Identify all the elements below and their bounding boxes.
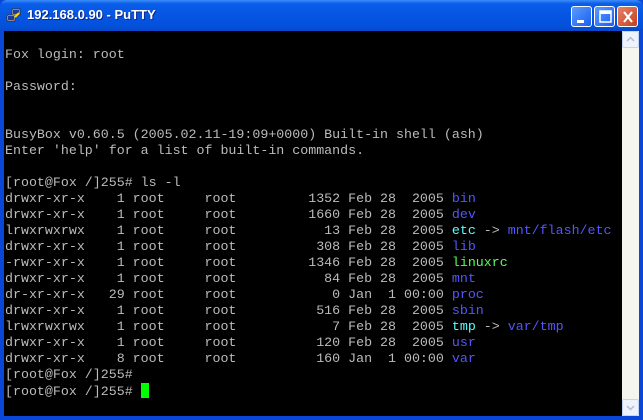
terminal-text: Fox login: root [5, 47, 125, 62]
maximize-button[interactable] [594, 6, 615, 27]
terminal-text: -> [475, 223, 508, 238]
terminal-text: drwxr-xr-x 1 root root 1352 Feb 28 2005 [5, 191, 452, 206]
terminal-line: drwxr-xr-x 1 root root 516 Feb 28 2005 s… [5, 303, 484, 319]
terminal-text: -rwxr-xr-x 1 root root 1346 Feb 28 2005 [5, 255, 452, 270]
terminal-line: drwxr-xr-x 8 root root 160 Jan 1 00:00 v… [5, 351, 476, 367]
terminal-cursor [140, 383, 149, 398]
terminal-text: -> [475, 319, 508, 334]
terminal-screen[interactable]: Fox login: root Password: BusyBox v0.60.5 … [4, 31, 622, 416]
file-name-dir: sbin [451, 303, 484, 318]
title-bar[interactable]: 192.168.0.90 - PuTTY [0, 0, 643, 31]
terminal-line: lrwxrwxrwx 1 root root 7 Feb 28 2005 tmp… [5, 319, 564, 335]
terminal-line: lrwxrwxrwx 1 root root 13 Feb 28 2005 et… [5, 223, 611, 239]
terminal-text: lrwxrwxrwx 1 root root 7 Feb 28 2005 [5, 319, 452, 334]
terminal-text: BusyBox v0.60.5 (2005.02.11-19:09+0000) … [5, 127, 484, 142]
terminal-line: -rwxr-xr-x 1 root root 1346 Feb 28 2005 … [5, 255, 508, 271]
terminal-line: [root@Fox /]255# ls -l [5, 175, 181, 191]
minimize-button[interactable] [571, 6, 592, 27]
terminal-text: [root@Fox /]255# [5, 384, 141, 399]
file-name-dir: bin [451, 191, 476, 206]
terminal-line: [root@Fox /]255# [5, 367, 133, 383]
minimize-icon [577, 20, 584, 23]
scroll-down-button[interactable] [622, 399, 639, 416]
file-name-dir: var [451, 351, 476, 366]
terminal-text: drwxr-xr-x 1 root root 120 Feb 28 2005 [5, 335, 452, 350]
scroll-up-button[interactable] [622, 31, 639, 48]
terminal-line: drwxr-xr-x 1 root root 84 Feb 28 2005 mn… [5, 271, 476, 287]
maximize-icon [599, 10, 612, 23]
terminal-text: drwxr-xr-x 1 root root 516 Feb 28 2005 [5, 303, 452, 318]
vertical-scrollbar[interactable] [622, 31, 639, 416]
terminal-text: drwxr-xr-x 1 root root 308 Feb 28 2005 [5, 239, 452, 254]
terminal-line: Fox login: root [5, 47, 125, 63]
close-button[interactable] [617, 6, 638, 27]
chevron-up-icon [626, 36, 635, 42]
chevron-down-icon [626, 405, 635, 411]
terminal-text: [root@Fox /]255# ls -l [5, 175, 181, 190]
terminal-text: lrwxrwxrwx 1 root root 13 Feb 28 2005 [5, 223, 452, 238]
terminal-line: Enter 'help' for a list of built-in comm… [5, 143, 364, 159]
terminal-text: Enter 'help' for a list of built-in comm… [5, 143, 365, 158]
file-name-link: etc [451, 223, 476, 238]
terminal-line: drwxr-xr-x 1 root root 308 Feb 28 2005 l… [5, 239, 476, 255]
terminal-line: Password: [5, 79, 77, 95]
terminal-text: dr-xr-xr-x 29 root root 0 Jan 1 00:00 [5, 287, 452, 302]
file-name-dir: lib [451, 239, 476, 254]
file-name-dir: dev [451, 207, 476, 222]
terminal-text: Password: [5, 79, 77, 94]
file-name-dir: mnt/flash/etc [507, 223, 612, 238]
terminal-line: [root@Fox /]255# [5, 383, 149, 399]
putty-icon [6, 8, 21, 22]
terminal-line: drwxr-xr-x 1 root root 120 Feb 28 2005 u… [5, 335, 476, 351]
file-name-dir: mnt [451, 271, 476, 286]
terminal-text: drwxr-xr-x 8 root root 160 Jan 1 00:00 [5, 351, 452, 366]
terminal-text: drwxr-xr-x 1 root root 84 Feb 28 2005 [5, 271, 452, 286]
terminal-line: drwxr-xr-x 1 root root 1352 Feb 28 2005 … [5, 191, 476, 207]
file-name-exec: linuxrc [451, 255, 508, 270]
terminal-line: dr-xr-xr-x 29 root root 0 Jan 1 00:00 pr… [5, 287, 484, 303]
file-name-dir: proc [451, 287, 484, 302]
terminal-line: drwxr-xr-x 1 root root 1660 Feb 28 2005 … [5, 207, 476, 223]
file-name-dir: usr [451, 335, 476, 350]
close-icon [623, 11, 633, 23]
file-name-link: tmp [451, 319, 476, 334]
file-name-dir: var/tmp [507, 319, 564, 334]
terminal-line: BusyBox v0.60.5 (2005.02.11-19:09+0000) … [5, 127, 484, 143]
window-title: 192.168.0.90 - PuTTY [27, 7, 156, 22]
terminal-text: [root@Fox /]255# [5, 367, 133, 382]
terminal-text: drwxr-xr-x 1 root root 1660 Feb 28 2005 [5, 207, 452, 222]
